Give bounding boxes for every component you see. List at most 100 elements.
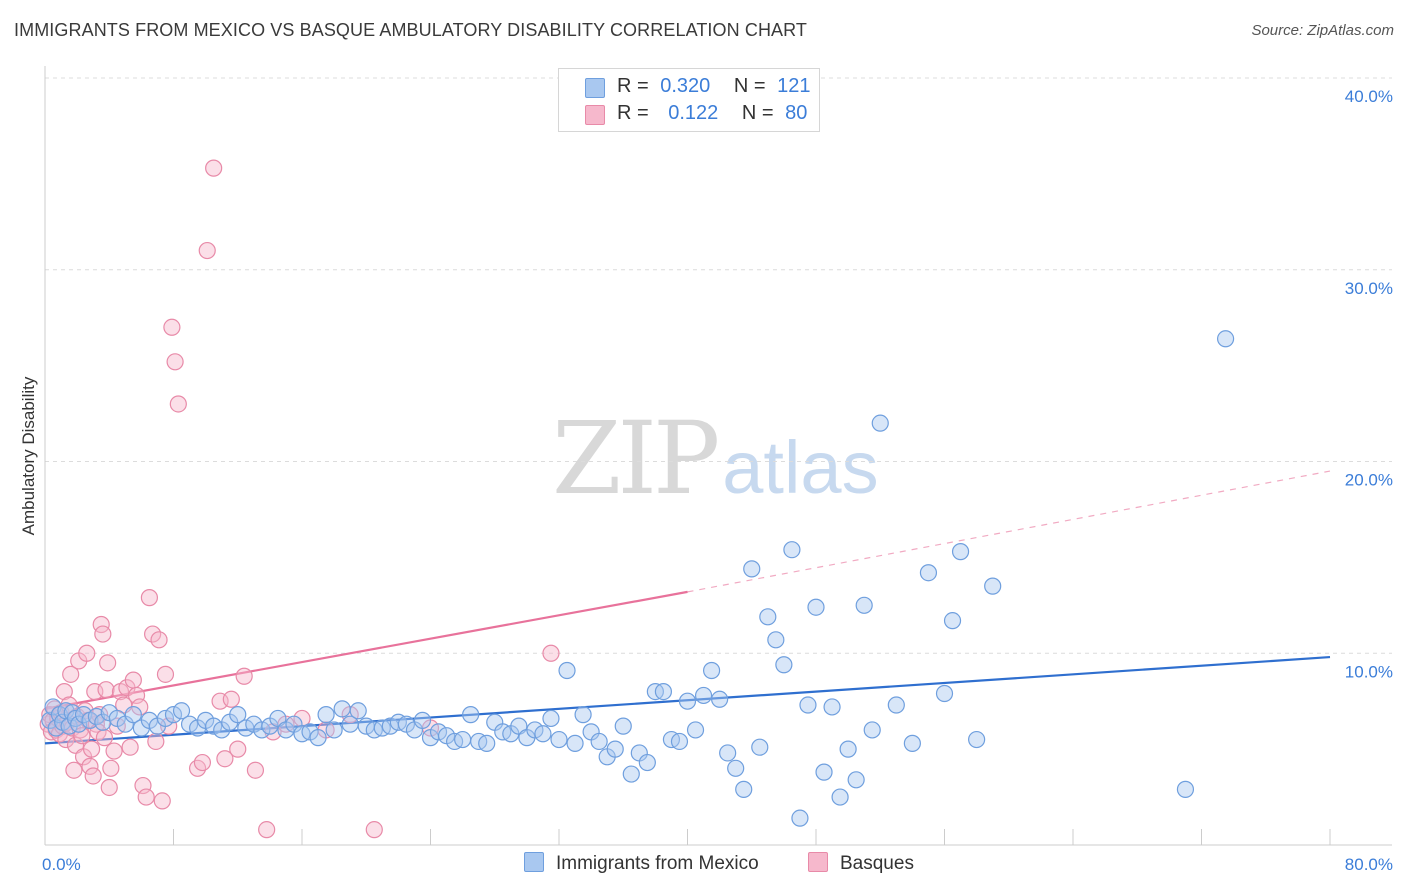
point-mexico [1216,330,1235,348]
y-tick-label: 30.0% [1345,279,1393,298]
axes [44,66,1392,846]
point-basques [216,750,234,768]
point-mexico [180,715,199,733]
grid [45,77,1392,654]
data-points [39,159,1235,839]
point-mexico [887,696,905,714]
point-mexico [654,682,673,701]
point-mexico [325,721,343,739]
point-mexico [847,771,865,789]
point-mexico [590,732,608,751]
point-basques [140,589,159,607]
point-basques [235,667,253,685]
correlation-legend: R = 0.320 N = 121 R = 0.122 N = 80 [558,68,820,132]
point-mexico [317,706,335,724]
point-basques [99,654,117,672]
point-mexico [767,631,785,649]
point-basques [169,395,187,413]
point-basques [144,625,162,643]
point-mexico [478,734,496,752]
point-mexico [831,788,849,806]
n-label: N = [733,75,766,97]
point-basques [84,767,102,785]
point-mexico [839,740,857,758]
point-mexico [694,686,713,705]
watermark-zip: ZIP [552,400,720,517]
point-mexico [919,564,938,582]
point-basques [82,740,101,758]
point-mexico [791,809,809,827]
n-value-basques: 80 [785,102,808,124]
point-mexico [735,780,753,798]
x-tick-label-min: 0.0% [42,855,81,874]
point-mexico [429,723,448,741]
bottom-legend-label-basques: Basques [840,853,914,874]
point-mexico [606,740,624,758]
point-mexico [74,706,93,724]
point-basques [102,759,120,777]
point-mexico [751,738,769,756]
point-mexico [534,725,552,743]
point-mexico [124,706,142,724]
point-mexico [87,707,106,726]
point-mexico [70,715,88,733]
point-mexico [622,765,640,783]
point-basques [94,625,112,643]
point-basques [100,778,118,797]
chart-title: IMMIGRANTS FROM MEXICO VS BASQUE AMBULAT… [14,20,808,40]
y-tick-label: 10.0% [1345,662,1393,681]
point-mexico [349,702,367,720]
point-mexico [205,717,223,735]
trend-line-0 [44,655,1331,745]
point-mexico [550,730,568,749]
point-mexico [566,734,584,752]
point-basques [147,732,165,751]
point-basques [137,788,155,806]
y-tick-label: 40.0% [1345,87,1393,106]
point-mexico [333,700,351,718]
point-basques [95,729,114,747]
point-basques [542,644,560,662]
bottom-legend-swatch-mexico [524,852,544,872]
point-mexico [47,719,65,737]
point-mexico [807,598,825,616]
point-basques [105,742,123,760]
r-value-basques: 0.122 [668,102,719,124]
source-label: Source: ZipAtlas.com [1251,22,1394,39]
point-mexico [638,753,656,772]
point-mexico [686,721,705,739]
point-mexico [526,721,544,739]
point-mexico [968,730,986,749]
point-mexico [863,721,881,739]
y-axis-title: Ambulatory Disability [19,376,38,535]
watermark-atlas: atlas [722,426,879,509]
point-mexico [253,721,271,739]
point-mexico [871,414,889,432]
n-value-mexico: 121 [777,75,811,97]
point-mexico [984,577,1002,595]
n-label: N = [741,102,774,124]
point-basques [193,753,212,772]
point-mexico [309,729,327,747]
point-mexico [775,656,793,674]
x-tick-label-max: 80.0% [1345,855,1393,874]
point-mexico [823,698,841,716]
point-mexico [799,696,817,714]
point-basques [153,792,171,810]
point-mexico [462,706,480,724]
y-tick-label: 20.0% [1345,471,1393,490]
point-mexico [743,560,761,578]
bottom-legend-mexico: Immigrants from Mexico [524,852,759,875]
r-value-mexico: 0.320 [660,75,711,97]
point-mexico [172,702,191,720]
point-basques [246,761,265,779]
r-label: R = [617,75,649,97]
point-basques [78,644,96,662]
point-mexico [951,543,970,561]
point-mexico [164,706,183,724]
trend-lines [44,470,1331,745]
point-mexico [614,717,632,735]
bottom-legend-swatch-basques [808,852,828,872]
bottom-legend-label-mexico: Immigrants from Mexico [556,853,759,874]
